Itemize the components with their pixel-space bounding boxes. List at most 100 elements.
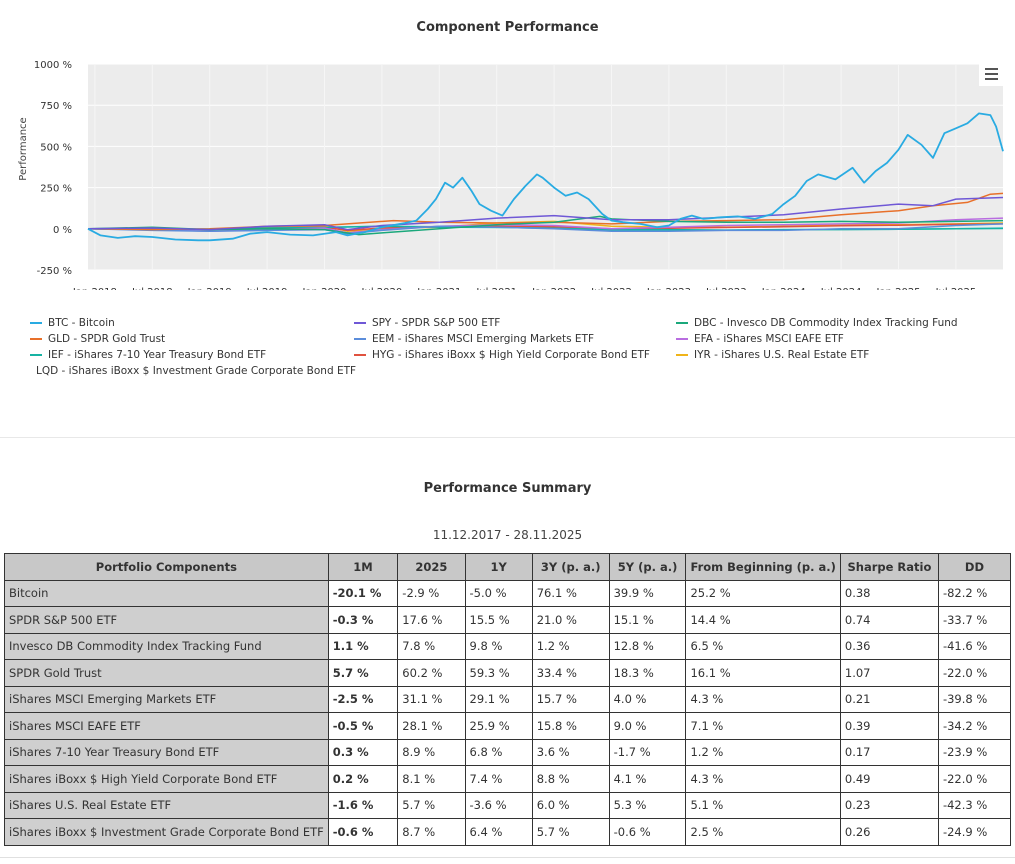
component-name-cell: Bitcoin xyxy=(4,579,329,607)
value-cell: -5.0 % xyxy=(464,579,533,607)
value-cell: 28.1 % xyxy=(397,712,466,740)
value-cell: 0.3 % xyxy=(327,738,399,766)
value-cell: 7.8 % xyxy=(397,632,466,660)
legend-item-efa[interactable]: EFA - iShares MSCI EAFE ETF xyxy=(676,332,990,346)
value-cell: 4.3 % xyxy=(685,685,841,713)
x-tick-label: Jan 2018 xyxy=(72,287,117,290)
value-cell: 15.8 % xyxy=(531,712,610,740)
legend-label: IYR - iShares U.S. Real Estate ETF xyxy=(694,349,870,361)
performance-summary-table: Portfolio Components 1M 2025 1Y 3Y (p. a.) 5Y… xyxy=(4,553,1012,846)
legend-swatch xyxy=(676,322,688,324)
legend-label: SPY - SPDR S&P 500 ETF xyxy=(372,317,501,329)
legend-item-iyr[interactable]: IYR - iShares U.S. Real Estate ETF xyxy=(676,348,990,362)
value-cell: 39.9 % xyxy=(608,579,687,607)
value-cell: 0.17 xyxy=(839,738,939,766)
value-cell: 1.1 % xyxy=(327,632,399,660)
value-cell: 29.1 % xyxy=(464,685,533,713)
value-cell: -33.7 % xyxy=(937,606,1012,634)
value-cell: 7.1 % xyxy=(685,712,841,740)
legend-label: GLD - SPDR Gold Trust xyxy=(48,333,166,345)
legend-swatch xyxy=(354,354,366,356)
legend-item-hyg[interactable]: HYG - iShares iBoxx $ High Yield Corpora… xyxy=(354,348,676,362)
x-tick-label: Jan 2024 xyxy=(761,287,806,290)
value-cell: 4.0 % xyxy=(608,685,687,713)
value-cell: 0.23 xyxy=(839,791,939,819)
value-cell: 2.5 % xyxy=(685,818,841,846)
column-header: 2025 xyxy=(397,553,466,581)
value-cell: 0.38 xyxy=(839,579,939,607)
value-cell: 0.36 xyxy=(839,632,939,660)
legend-label: IEF - iShares 7-10 Year Treasury Bond ET… xyxy=(48,349,267,361)
legend-item-btc[interactable]: BTC - Bitcoin xyxy=(30,316,354,330)
value-cell: 7.4 % xyxy=(464,765,533,793)
chart-title: Component Performance xyxy=(416,20,599,35)
value-cell: 17.6 % xyxy=(397,606,466,634)
value-cell: 0.26 xyxy=(839,818,939,846)
x-tick-label: Jul 2021 xyxy=(475,287,517,290)
value-cell: 6.4 % xyxy=(464,818,533,846)
y-tick-label: -250 % xyxy=(37,266,72,277)
value-cell: -0.3 % xyxy=(327,606,399,634)
legend-item-ief[interactable]: IEF - iShares 7-10 Year Treasury Bond ET… xyxy=(30,348,354,362)
legend-label: HYG - iShares iBoxx $ High Yield Corpora… xyxy=(372,349,650,361)
value-cell: 1.2 % xyxy=(685,738,841,766)
performance-chart: -250 % 0 % 250 % 500 % 750 % 1000 % Jan 2018 Ju… xyxy=(18,60,1004,290)
value-cell: -2.5 % xyxy=(327,685,399,713)
value-cell: -22.0 % xyxy=(937,765,1012,793)
series-line-spy xyxy=(87,196,1004,231)
component-name-cell: iShares 7-10 Year Treasury Bond ETF xyxy=(4,738,329,766)
component-name-cell: iShares MSCI Emerging Markets ETF xyxy=(4,685,329,713)
component-name-cell: Invesco DB Commodity Index Tracking Fund xyxy=(4,632,329,660)
x-tick-label: Jan 2022 xyxy=(531,287,576,290)
table-row: SPDR Gold Trust 5.7 % 60.2 % 59.3 % 33.4 % 18… xyxy=(4,659,1012,687)
value-cell: 60.2 % xyxy=(397,659,466,687)
summary-date-range: 11.12.2017 - 28.11.2025 xyxy=(432,528,583,542)
value-cell: 4.1 % xyxy=(608,765,687,793)
chart-menu-button[interactable] xyxy=(979,62,1003,86)
value-cell: 5.7 % xyxy=(531,818,610,846)
value-cell: 15.5 % xyxy=(464,606,533,634)
bottom-divider xyxy=(0,857,1015,858)
value-cell: 0.74 xyxy=(839,606,939,634)
y-tick-label: 500 % xyxy=(40,142,72,153)
table-row: SPDR S&P 500 ETF -0.3 % 17.6 % 15.5 % 21.0 %… xyxy=(4,606,1012,634)
legend-item-eem[interactable]: EEM - iShares MSCI Emerging Markets ETF xyxy=(354,332,676,346)
y-axis-label: Performance xyxy=(18,117,29,180)
y-tick-label: 750 % xyxy=(40,101,72,112)
legend-swatch xyxy=(30,322,42,324)
x-tick-label: Jul 2022 xyxy=(590,287,632,290)
value-cell: 6.5 % xyxy=(685,632,841,660)
legend-item-dbc[interactable]: DBC - Invesco DB Commodity Index Trackin… xyxy=(676,316,990,330)
value-cell: 31.1 % xyxy=(397,685,466,713)
value-cell: 8.1 % xyxy=(397,765,466,793)
value-cell: 5.7 % xyxy=(327,659,399,687)
section-divider xyxy=(0,437,1015,438)
component-name-cell: SPDR Gold Trust xyxy=(4,659,329,687)
value-cell: 33.4 % xyxy=(531,659,610,687)
column-header: DD xyxy=(937,553,1012,581)
table-row: iShares 7-10 Year Treasury Bond ETF 0.3 %… xyxy=(4,738,1012,766)
value-cell: 1.07 xyxy=(839,659,939,687)
legend-item-lqd[interactable]: LQD - iShares iBoxx $ Investment Grade C… xyxy=(30,364,356,378)
value-cell: 5.7 % xyxy=(397,791,466,819)
x-tick-label: Jan 2020 xyxy=(301,287,346,290)
x-tick-label: Jul 2024 xyxy=(820,287,862,290)
column-header: 1Y xyxy=(464,553,533,581)
value-cell: 15.7 % xyxy=(531,685,610,713)
table-row: iShares MSCI Emerging Markets ETF -2.5 % 3… xyxy=(4,685,1012,713)
y-tick-label: 250 % xyxy=(40,184,72,195)
legend-label: DBC - Invesco DB Commodity Index Trackin… xyxy=(694,317,958,329)
value-cell: 59.3 % xyxy=(464,659,533,687)
series-line-dbc xyxy=(87,215,1004,236)
legend-item-gld[interactable]: GLD - SPDR Gold Trust xyxy=(30,332,354,346)
value-cell: -3.6 % xyxy=(464,791,533,819)
x-tick-label: Jul 2023 xyxy=(705,287,747,290)
value-cell: 8.9 % xyxy=(397,738,466,766)
column-header: 3Y (p. a.) xyxy=(531,553,610,581)
legend-item-spy[interactable]: SPY - SPDR S&P 500 ETF xyxy=(354,316,676,330)
x-tick-label: Jan 2023 xyxy=(646,287,691,290)
component-name-cell: iShares U.S. Real Estate ETF xyxy=(4,791,329,819)
column-header: From Beginning (p. a.) xyxy=(685,553,841,581)
value-cell: 25.2 % xyxy=(685,579,841,607)
value-cell: 14.4 % xyxy=(685,606,841,634)
